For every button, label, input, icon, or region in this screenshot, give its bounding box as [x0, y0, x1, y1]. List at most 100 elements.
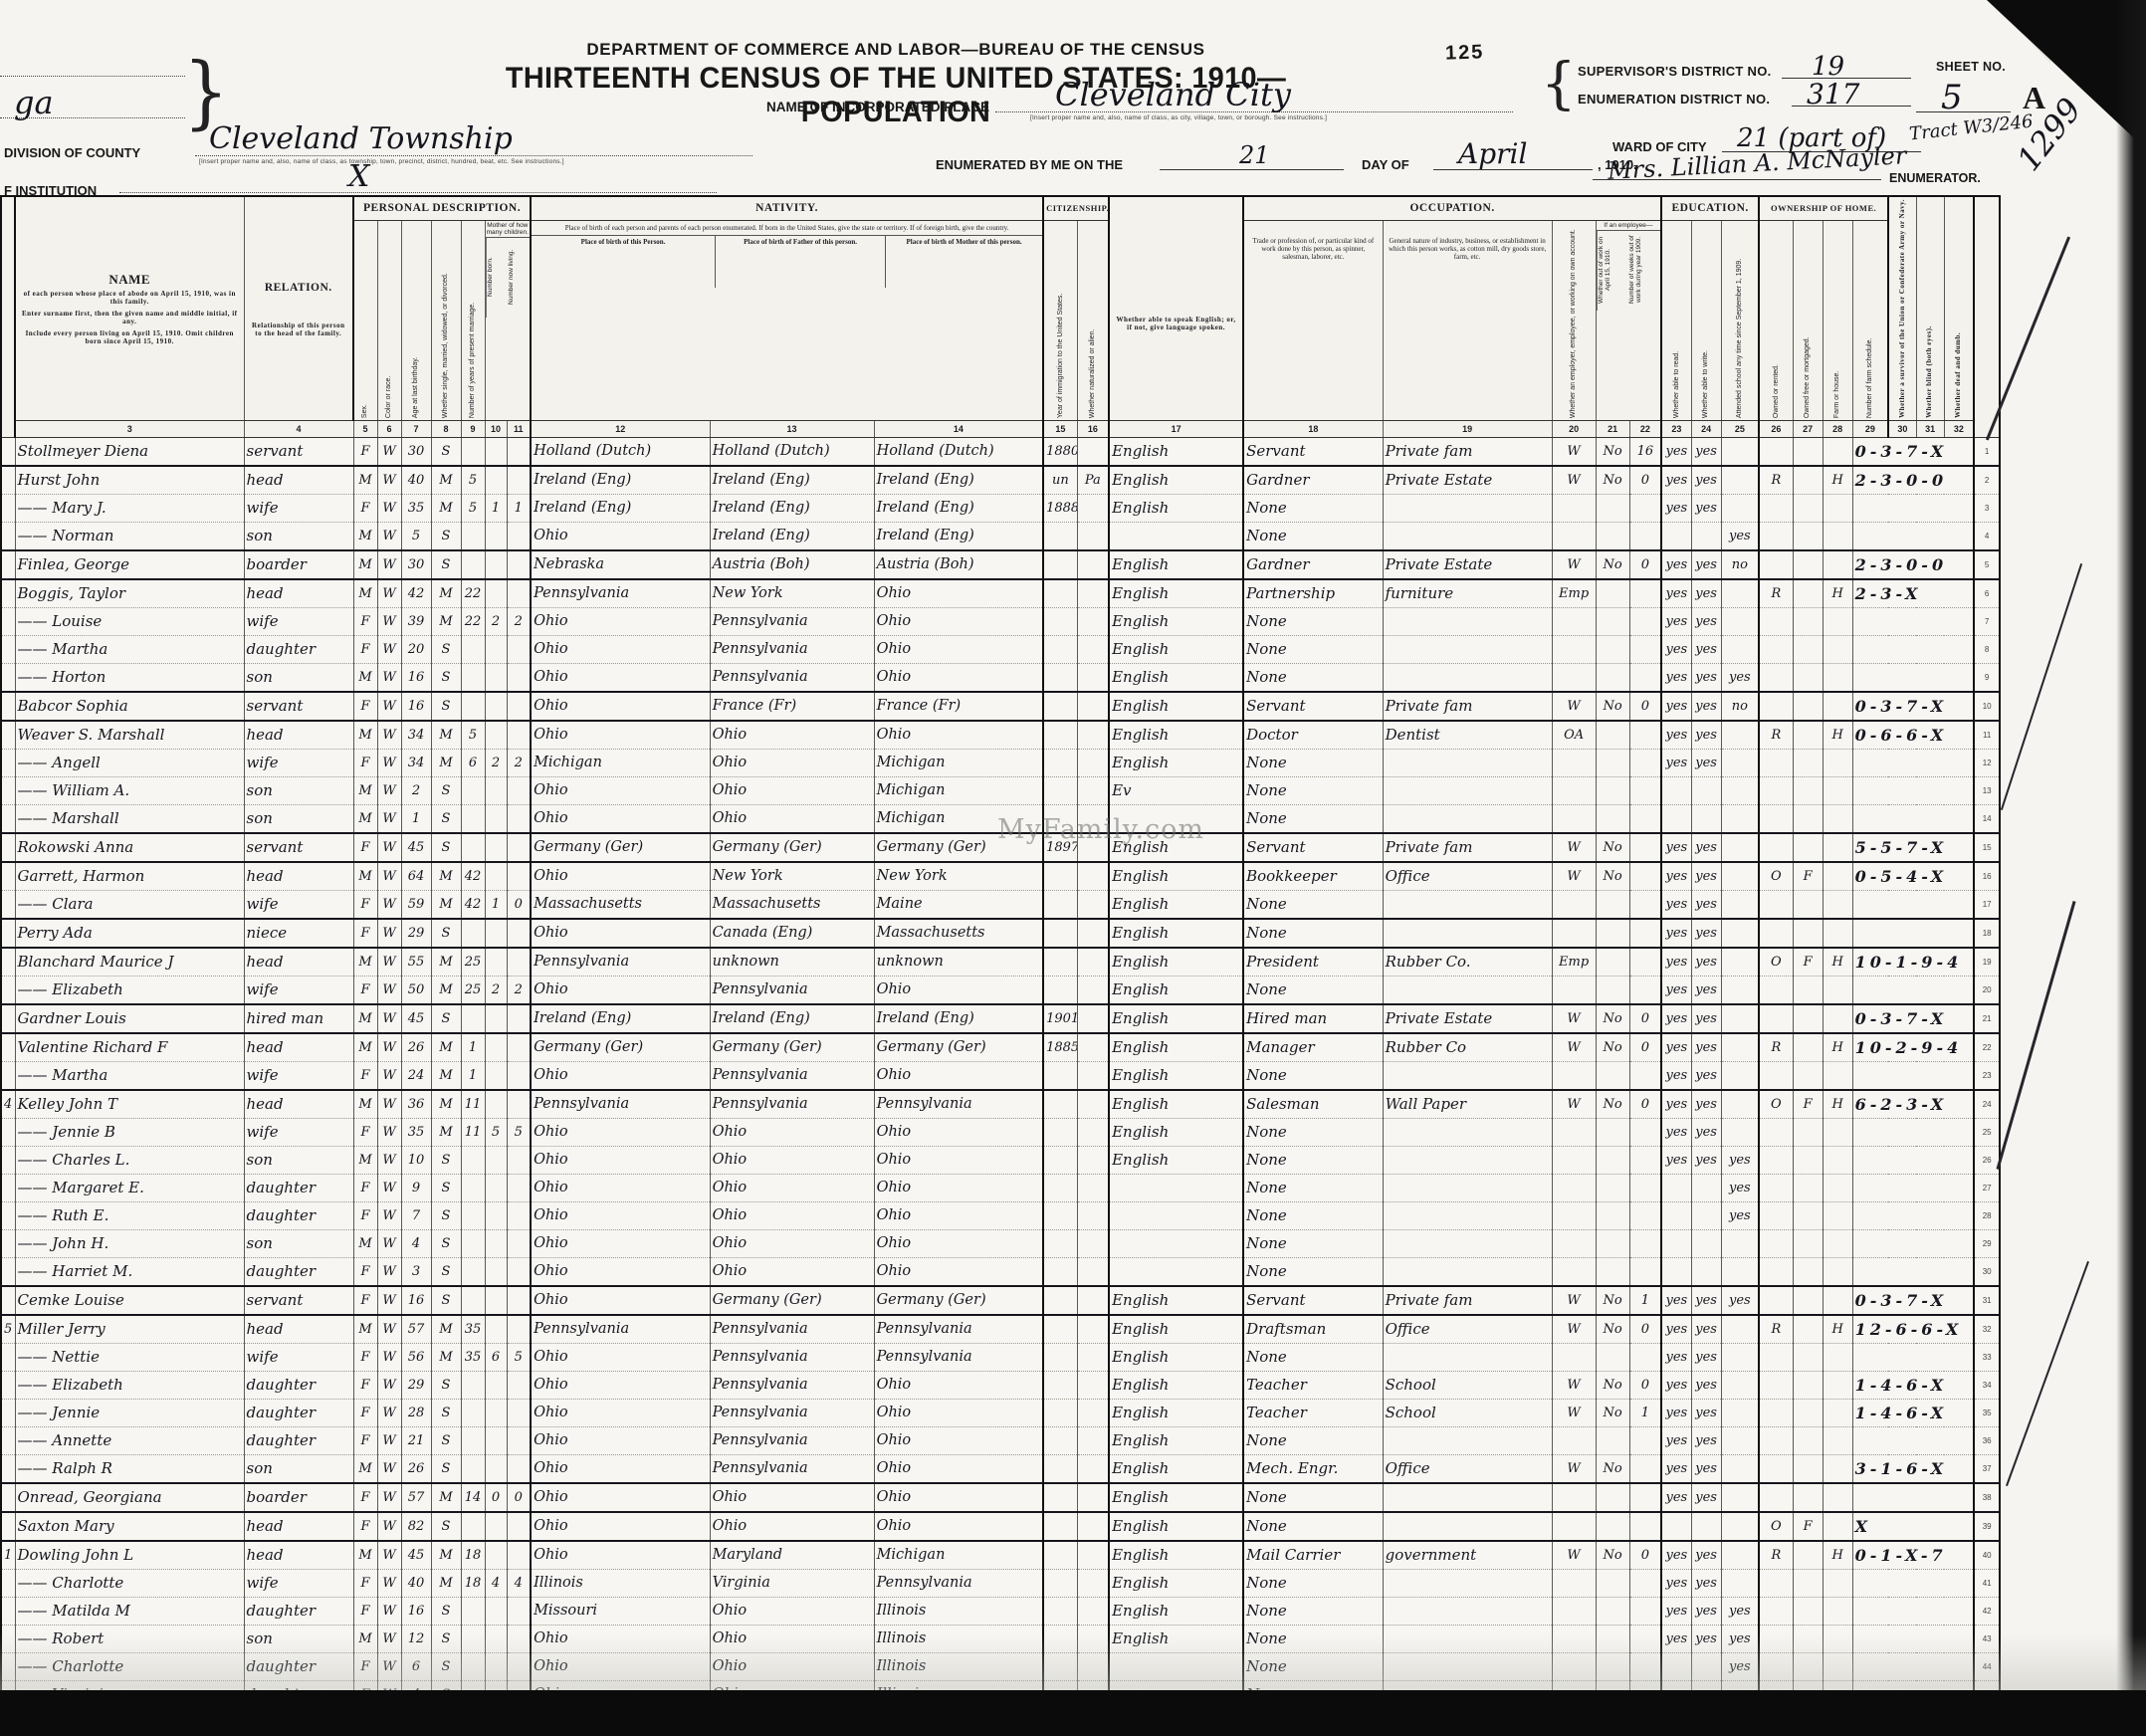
cell-m — [1, 917, 16, 949]
cell-sc — [1721, 1371, 1761, 1400]
cell-yrs: 35 — [461, 1313, 486, 1344]
cell-wk — [1629, 860, 1663, 891]
cell-ownership-digits — [1852, 804, 1976, 834]
cell-en: English — [1109, 1597, 1245, 1626]
cell-ind: School — [1383, 1371, 1553, 1400]
cell-rel: son — [244, 776, 354, 805]
cell-name: Perry Ada — [15, 917, 245, 949]
cell-line-number: 16 — [1974, 860, 2001, 891]
cell-im — [1043, 1652, 1078, 1681]
cell-fh: H — [1823, 464, 1853, 495]
cell-mar: S — [431, 831, 462, 863]
cell-mar: S — [431, 1257, 462, 1287]
cell-ow: No — [1596, 1399, 1630, 1427]
cell-name: —— Marshall — [15, 804, 245, 834]
census-row: —— Norman son M W 5 S Ohio Ireland (Eng) Ireland… — [1, 522, 2001, 551]
cell-cb — [485, 464, 508, 495]
cell-pb: Nebraska — [531, 548, 711, 580]
cell-name: Blanchard Maurice J — [15, 946, 245, 976]
cell-na — [1077, 607, 1111, 636]
cell-own — [1759, 437, 1794, 467]
cell-rd: yes — [1661, 1625, 1692, 1653]
cell-age: 16 — [401, 663, 432, 693]
cell-en: English — [1109, 1313, 1245, 1344]
cell-rel: daughter — [244, 1174, 354, 1202]
cell-col: W — [377, 1257, 402, 1287]
cell-cb — [485, 719, 508, 750]
cell-pb: Michigan — [531, 749, 711, 777]
cell-ind — [1383, 1569, 1553, 1598]
cell-pm: Michigan — [874, 804, 1045, 834]
cell-sex: M — [353, 1625, 378, 1653]
cell-age: 1 — [401, 804, 432, 834]
cell-fr — [1793, 464, 1824, 495]
cell-age: 6 — [401, 1652, 432, 1681]
cell-yrs — [461, 1146, 486, 1175]
cell-en: English — [1109, 548, 1245, 580]
cell-col: W — [377, 976, 402, 1005]
cell-wk: 0 — [1629, 1313, 1663, 1344]
cell-ownership-digits: X — [1852, 1510, 1976, 1542]
cell-col: W — [377, 437, 402, 467]
cell-na — [1077, 1569, 1111, 1598]
cell-pf: Ohio — [710, 1229, 875, 1258]
cell-rel: head — [244, 719, 354, 750]
cell-pb: Ohio — [531, 1118, 711, 1147]
cell-ownership-digits: 0-3-7-X — [1852, 690, 1976, 722]
cell-sc — [1721, 437, 1761, 467]
cell-rel: son — [244, 1625, 354, 1653]
cell-line-number: 42 — [1974, 1597, 2001, 1626]
cell-pm: France (Fr) — [874, 690, 1045, 722]
cell-mar: M — [431, 1031, 462, 1062]
cell-pb: Ohio — [531, 1426, 711, 1455]
cell-m — [1, 749, 16, 777]
cell-fh — [1823, 437, 1853, 467]
cell-yrs: 25 — [461, 976, 486, 1005]
cell-rd: yes — [1661, 1454, 1692, 1484]
cell-fr: F — [1793, 946, 1824, 976]
enumeration-district-label: ENUMERATION DISTRICT NO. — [1578, 92, 1771, 107]
cell-wk — [1629, 804, 1663, 834]
cell-rd: yes — [1661, 890, 1692, 920]
census-row: —— CharlottedaughterFW6SOhioOhioIllinois… — [1, 1652, 2001, 1681]
cell-fr — [1793, 1426, 1824, 1455]
cell-pf: Ohio — [710, 1625, 875, 1653]
cell-col: W — [377, 1061, 402, 1091]
cell-pm: Michigan — [874, 749, 1045, 777]
cell-en: English — [1109, 749, 1245, 777]
cell-wk — [1629, 522, 1663, 551]
cell-name: —— John H. — [15, 1229, 245, 1258]
veteran-desc: Whether a survivor of the Union or Confe… — [1897, 199, 1906, 418]
cell-pb: Pennsylvania — [531, 1313, 711, 1344]
cell-pf: Austria (Boh) — [710, 548, 875, 580]
cell-mar: M — [431, 719, 462, 750]
cell-sex: F — [353, 1174, 378, 1202]
cell-sex: M — [353, 719, 378, 750]
cell-pm: Ireland (Eng) — [874, 464, 1045, 495]
cell-pf: Pennsylvania — [710, 1313, 875, 1344]
cell-wk — [1629, 1481, 1663, 1513]
cell-mar: S — [431, 1652, 462, 1681]
cell-emp — [1552, 1426, 1597, 1455]
cell-mar: S — [431, 1229, 462, 1258]
cell-pf: Pennsylvania — [710, 1371, 875, 1400]
cell-age: 9 — [401, 1174, 432, 1202]
cell-ow — [1596, 776, 1630, 805]
cell-m — [1, 494, 16, 523]
census-row: Hurst John head M W 40 M 5 Ireland (Eng) Ireland… — [1, 464, 2001, 495]
cell-tr: Teacher — [1243, 1371, 1384, 1400]
cell-en: English — [1109, 946, 1245, 976]
cell-emp — [1552, 1061, 1597, 1091]
cell-en: English — [1109, 1454, 1245, 1484]
cell-rd — [1661, 522, 1692, 551]
cell-rd — [1661, 1257, 1692, 1287]
cell-pf: Ohio — [710, 749, 875, 777]
cell-pm: Pennsylvania — [874, 1343, 1045, 1372]
relation-desc: Relationship of this person to the head … — [252, 321, 345, 337]
cell-rel: head — [244, 1510, 354, 1542]
cell-na — [1077, 1146, 1111, 1175]
cell-fr — [1793, 804, 1824, 834]
cell-cl — [507, 1597, 533, 1626]
